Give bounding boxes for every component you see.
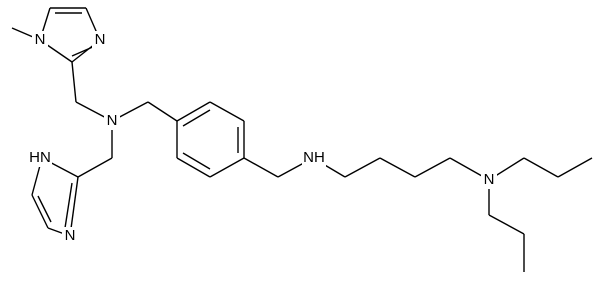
atom-label: N: [35, 31, 46, 48]
atom-label: N: [484, 171, 495, 188]
atom-label: N: [107, 112, 118, 129]
atom-label: NH: [303, 149, 325, 166]
atom-labels: N N N HN N NH N: [29, 31, 497, 245]
bonds: [11, 7, 593, 272]
atom-label: N: [65, 227, 76, 244]
atom-label: N: [95, 31, 106, 48]
atom-label: HN: [29, 149, 51, 166]
